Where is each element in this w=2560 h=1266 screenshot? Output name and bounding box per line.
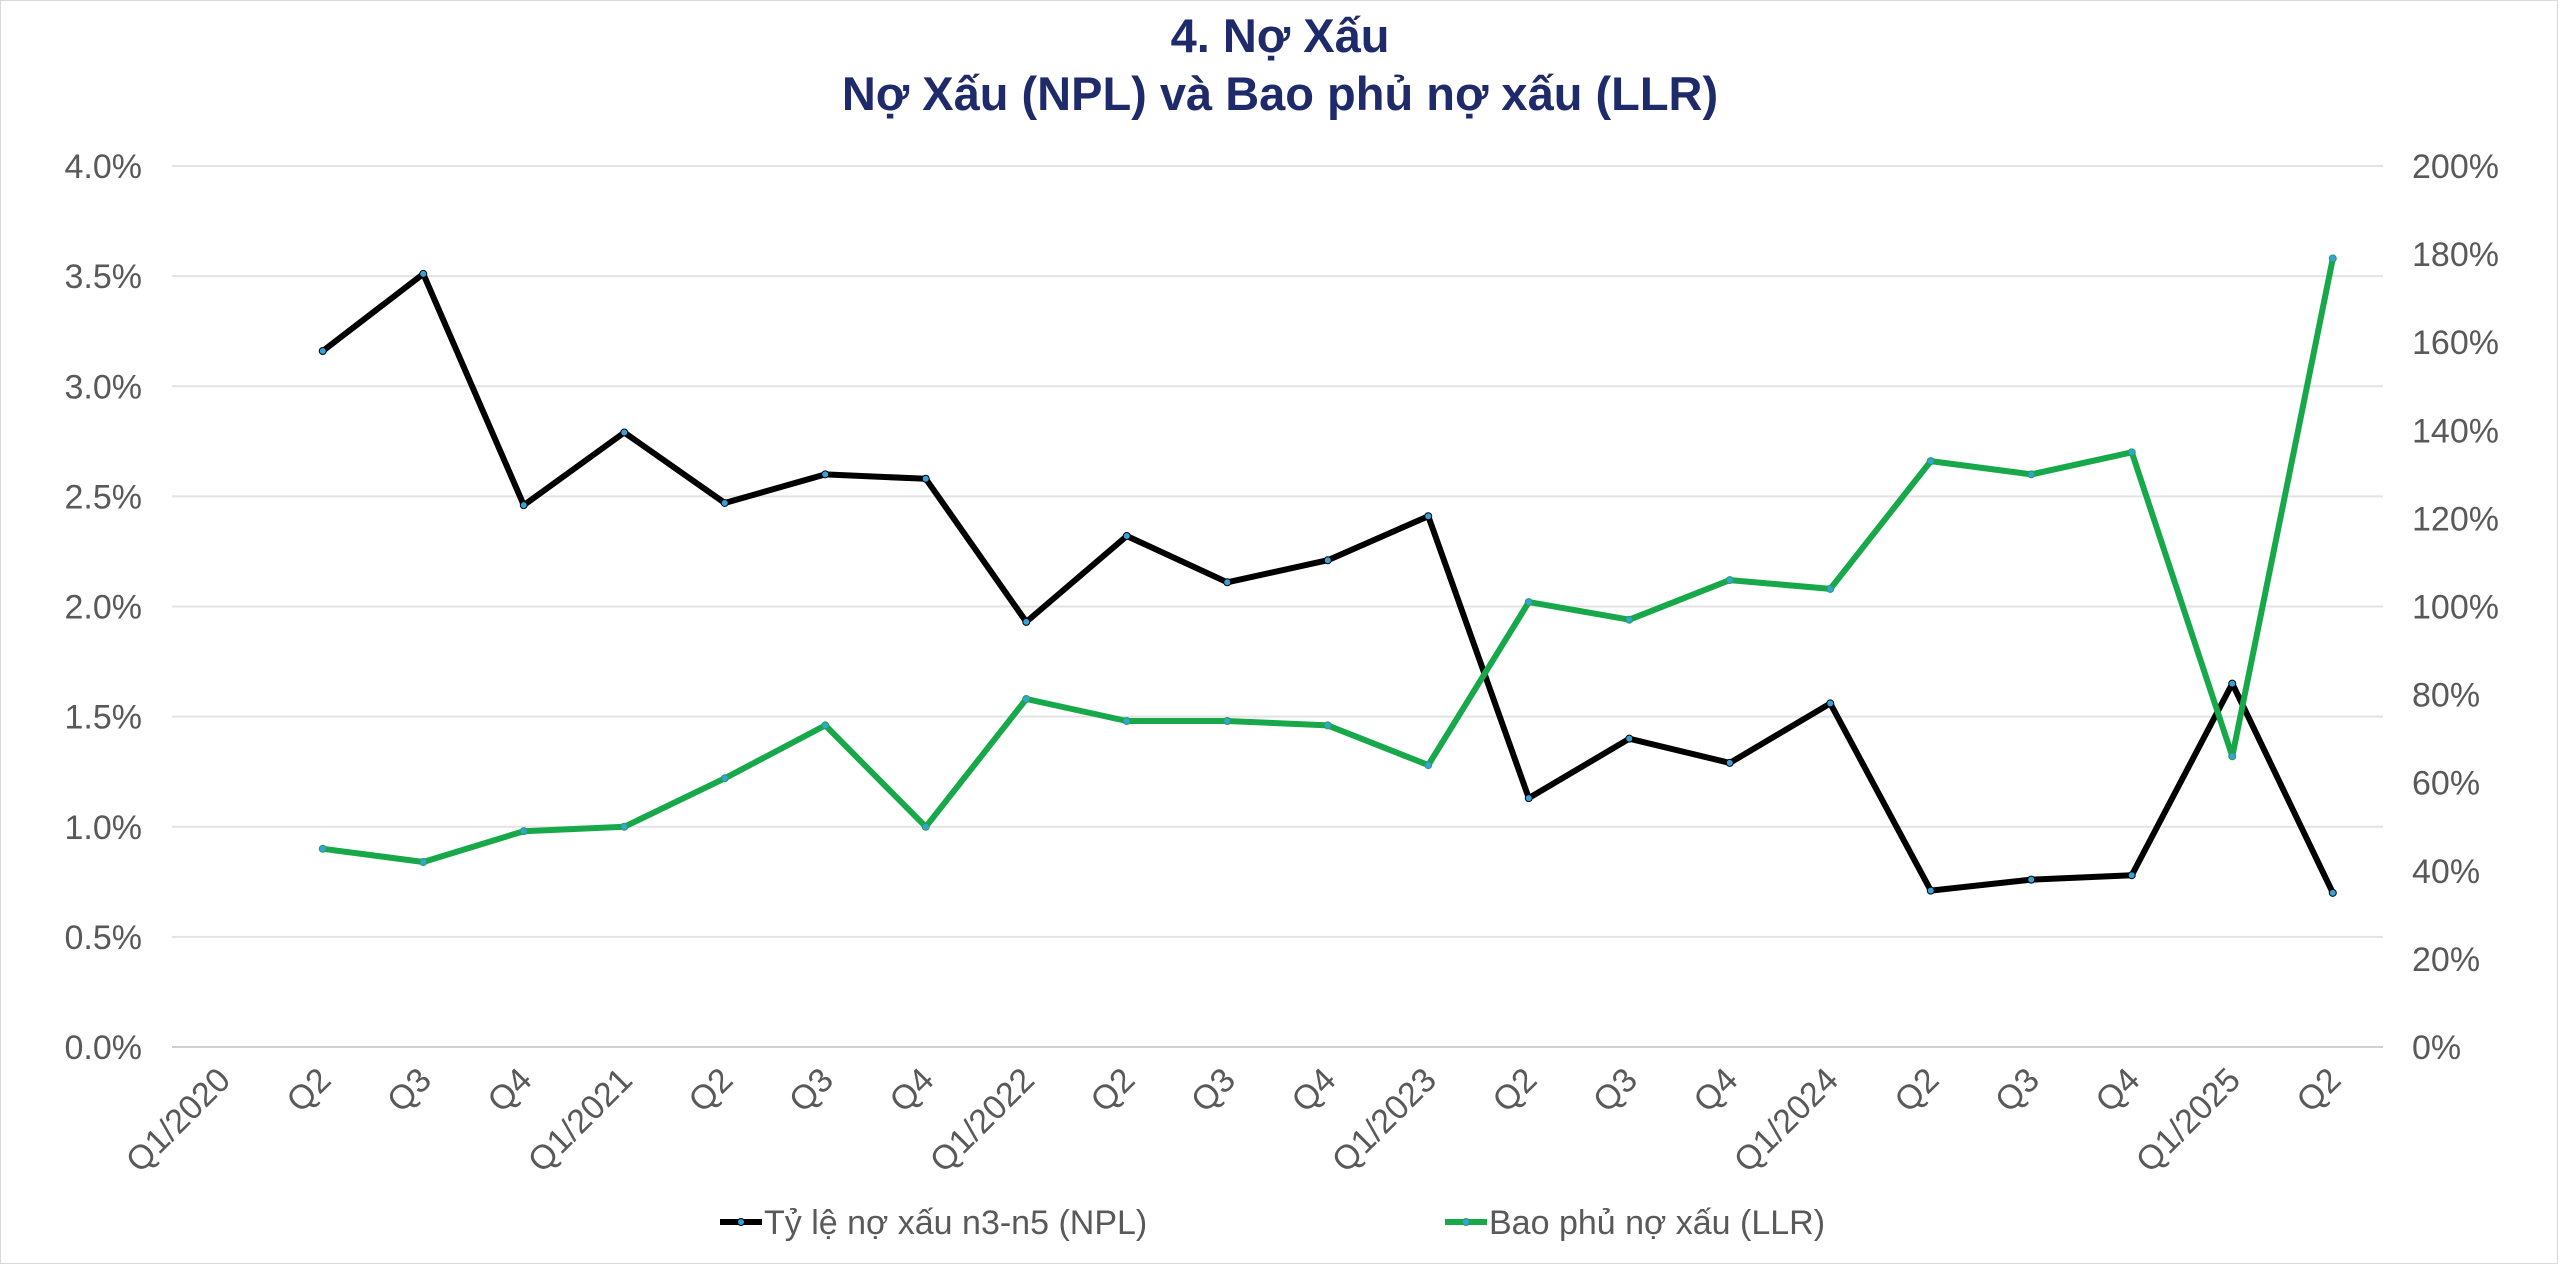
data-point-series-1 bbox=[2027, 875, 2036, 884]
data-point-series-1 bbox=[2228, 679, 2237, 688]
data-point-series-2 bbox=[1424, 761, 1433, 770]
data-point-series-1 bbox=[419, 269, 428, 278]
x-tick-label: Q2 bbox=[279, 1061, 338, 1120]
y-right-tick-label: 180% bbox=[2412, 236, 2499, 274]
y-right-tick-label: 20% bbox=[2412, 941, 2480, 979]
data-point-series-1 bbox=[720, 498, 729, 507]
data-point-series-1 bbox=[620, 428, 629, 437]
data-point-series-1 bbox=[1323, 556, 1332, 565]
x-tick-label: Q2 bbox=[1083, 1061, 1142, 1120]
y-right-tick-label: 0% bbox=[2412, 1029, 2461, 1067]
x-tick-label: Q2 bbox=[2289, 1061, 2348, 1120]
x-tick-label: Q4 bbox=[1284, 1061, 1343, 1120]
y-left-tick-label: 1.0% bbox=[65, 809, 143, 847]
legend-marker bbox=[1462, 1218, 1470, 1226]
data-point-series-2 bbox=[519, 827, 528, 836]
y-right-tick-label: 140% bbox=[2412, 412, 2499, 450]
data-point-series-1 bbox=[1424, 512, 1433, 521]
legend-label: Tỷ lệ nợ xấu n3-n5 (NPL) bbox=[764, 1204, 1147, 1242]
x-tick-label: Q1/2024 bbox=[1727, 1061, 1846, 1180]
data-point-series-1 bbox=[821, 470, 830, 479]
y-right-tick-label: 80% bbox=[2412, 677, 2480, 715]
y-left-tick-label: 2.0% bbox=[65, 589, 143, 627]
data-point-series-2 bbox=[620, 822, 629, 831]
x-tick-label: Q1/2023 bbox=[1325, 1061, 1444, 1180]
data-point-series-1 bbox=[1826, 699, 1835, 708]
y-left-tick-label: 3.5% bbox=[65, 258, 143, 296]
x-tick-label: Q4 bbox=[2088, 1061, 2147, 1120]
data-point-series-1 bbox=[1926, 886, 1935, 895]
x-tick-label: Q3 bbox=[782, 1061, 841, 1120]
data-point-series-2 bbox=[1826, 584, 1835, 593]
y-left-tick-label: 2.5% bbox=[65, 478, 143, 516]
y-right-tick-label: 40% bbox=[2412, 853, 2480, 891]
x-tick-label: Q1/2020 bbox=[119, 1061, 238, 1180]
data-point-series-1 bbox=[1223, 578, 1232, 587]
legend-label: Bao phủ nợ xấu (LLR) bbox=[1489, 1204, 1825, 1242]
x-tick-label: Q3 bbox=[1988, 1061, 2047, 1120]
y-left-tick-label: 3.0% bbox=[65, 368, 143, 406]
y-right-tick-label: 200% bbox=[2412, 148, 2499, 186]
data-point-series-2 bbox=[720, 774, 729, 783]
y-right-tick-label: 100% bbox=[2412, 589, 2499, 627]
data-point-series-2 bbox=[1926, 457, 1935, 466]
data-point-series-1 bbox=[2328, 888, 2337, 897]
data-point-series-1 bbox=[1625, 734, 1634, 743]
data-point-series-2 bbox=[1625, 615, 1634, 624]
data-point-series-2 bbox=[1725, 576, 1734, 585]
data-point-series-2 bbox=[1122, 717, 1131, 726]
y-right-tick-label: 160% bbox=[2412, 324, 2499, 362]
data-point-series-1 bbox=[1122, 532, 1131, 541]
data-point-series-2 bbox=[1323, 721, 1332, 730]
data-point-series-1 bbox=[2127, 871, 2136, 880]
data-point-series-2 bbox=[1223, 717, 1232, 726]
y-left-tick-label: 0.5% bbox=[65, 919, 143, 957]
chart-title: 4. Nợ Xấu bbox=[1170, 9, 1390, 62]
data-point-series-2 bbox=[2228, 752, 2237, 761]
y-right-tick-label: 120% bbox=[2412, 500, 2499, 538]
data-point-series-1 bbox=[1725, 758, 1734, 767]
x-tick-label: Q4 bbox=[480, 1061, 539, 1120]
data-point-series-1 bbox=[1022, 617, 1031, 626]
x-tick-label: Q2 bbox=[1887, 1061, 1946, 1120]
x-tick-label: Q4 bbox=[882, 1061, 941, 1120]
data-point-series-1 bbox=[921, 474, 930, 483]
data-point-series-2 bbox=[419, 857, 428, 866]
y-left-tick-label: 1.5% bbox=[65, 699, 143, 737]
x-tick-label: Q3 bbox=[1586, 1061, 1645, 1120]
data-point-series-2 bbox=[2328, 254, 2337, 263]
x-tick-label: Q3 bbox=[380, 1061, 439, 1120]
x-tick-label: Q2 bbox=[1485, 1061, 1544, 1120]
data-point-series-2 bbox=[1524, 598, 1533, 607]
data-point-series-2 bbox=[2027, 470, 2036, 479]
y-left-tick-label: 0.0% bbox=[65, 1029, 143, 1067]
data-point-series-2 bbox=[318, 844, 327, 853]
x-tick-label: Q4 bbox=[1686, 1061, 1745, 1120]
x-tick-label: Q1/2021 bbox=[521, 1061, 640, 1180]
data-point-series-1 bbox=[318, 347, 327, 356]
y-right-tick-label: 60% bbox=[2412, 765, 2480, 803]
data-point-series-1 bbox=[519, 501, 528, 510]
legend-marker bbox=[737, 1218, 745, 1226]
data-point-series-2 bbox=[921, 822, 930, 831]
x-tick-label: Q3 bbox=[1184, 1061, 1243, 1120]
y-left-tick-label: 4.0% bbox=[65, 148, 143, 186]
data-point-series-1 bbox=[1524, 794, 1533, 803]
x-tick-label: Q1/2022 bbox=[923, 1061, 1042, 1180]
x-tick-label: Q1/2025 bbox=[2129, 1061, 2248, 1180]
series-line-1 bbox=[319, 270, 2336, 896]
chart-subtitle: Nợ Xấu (NPL) và Bao phủ nợ xấu (LLR) bbox=[841, 67, 1719, 120]
data-point-series-2 bbox=[2127, 448, 2136, 457]
data-point-series-2 bbox=[1022, 695, 1031, 704]
x-tick-label: Q2 bbox=[681, 1061, 740, 1120]
data-point-series-2 bbox=[821, 721, 830, 730]
